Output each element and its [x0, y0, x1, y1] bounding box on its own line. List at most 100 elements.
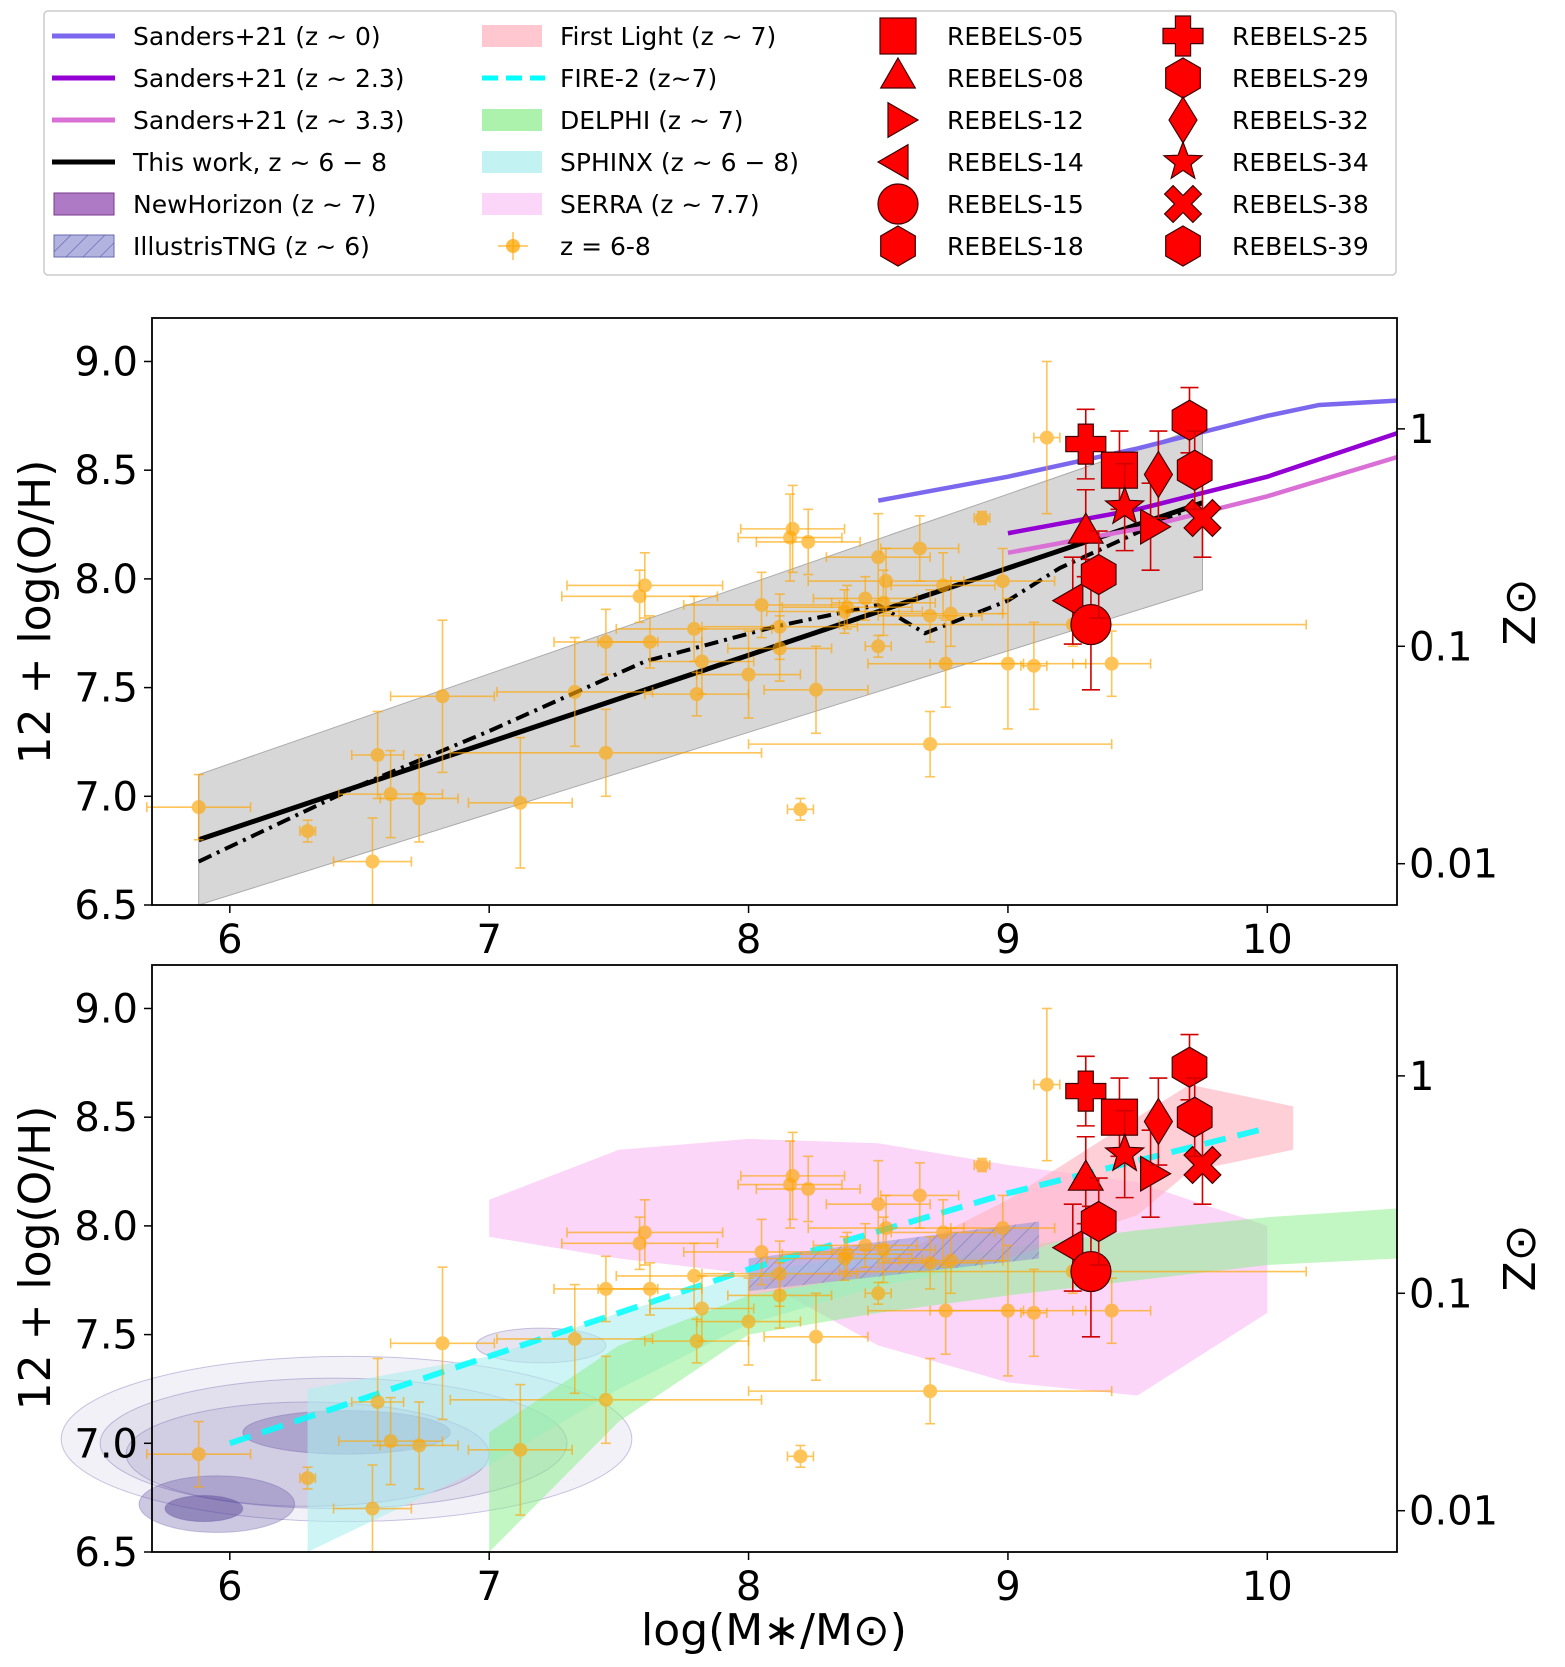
legend-swatch	[482, 193, 542, 215]
x-tick-label: 6	[217, 917, 242, 963]
literature-marker	[912, 1188, 927, 1203]
literature-point	[299, 819, 317, 843]
rebels-marker	[1065, 423, 1107, 465]
literature-point	[739, 484, 846, 574]
legend-swatch	[482, 25, 542, 47]
literature-marker	[793, 1449, 808, 1464]
legend-swatch	[482, 151, 542, 173]
legend-swatch	[53, 192, 115, 216]
literature-marker	[689, 1334, 704, 1349]
literature-point	[786, 797, 815, 822]
literature-point	[877, 1235, 983, 1290]
literature-point	[682, 571, 841, 639]
literature-marker	[1104, 1303, 1119, 1318]
legend-marker	[880, 225, 916, 267]
literature-point	[877, 588, 983, 643]
literature-point	[1033, 1007, 1061, 1162]
rebels-marker	[1171, 399, 1208, 441]
rebels-marker	[1080, 553, 1117, 596]
literature-point	[973, 510, 991, 526]
legend-swatch-hatch	[54, 235, 114, 257]
literature-marker	[772, 619, 787, 634]
literature-marker	[435, 689, 450, 704]
legend-swatch	[506, 239, 520, 253]
literature-marker	[871, 1197, 886, 1212]
rebels-point-rebels-39	[1176, 1077, 1213, 1158]
top-ylabel: 12 + log(O/H)	[10, 460, 61, 765]
literature-marker	[567, 684, 582, 699]
literature-point	[755, 1155, 861, 1223]
literature-marker	[1026, 658, 1041, 673]
legend-marker	[879, 17, 917, 55]
literature-marker	[858, 1238, 873, 1253]
literature-point	[825, 1159, 931, 1249]
literature-point	[812, 1222, 918, 1268]
literature-point	[695, 1277, 802, 1366]
y-tick-label: 8.5	[74, 1095, 138, 1141]
rebels-point-rebels-25	[1065, 1055, 1107, 1127]
literature-point	[332, 1464, 413, 1553]
legend-marker	[1162, 140, 1204, 180]
bottom-lines	[228, 1125, 1269, 1447]
rebels-point-rebels-05	[1100, 430, 1139, 511]
legend-label: REBELS-15	[947, 190, 1084, 219]
rebels-marker	[1051, 1229, 1084, 1267]
bottom-y2label: Z⊙	[1495, 1224, 1546, 1291]
literature-marker	[300, 824, 315, 839]
literature-point	[763, 645, 869, 735]
legend-label: First Light (z ~ 7)	[560, 22, 776, 51]
literature-point	[496, 636, 654, 748]
rebels-point-rebels-32	[1143, 430, 1174, 519]
literature-marker	[637, 1225, 652, 1240]
legend-label: SERRA (z ~ 7.7)	[560, 190, 760, 219]
literature-point	[880, 515, 960, 582]
literature-marker	[412, 1438, 427, 1453]
y2-tick-label: 0.1	[1409, 624, 1473, 670]
top-panel: 6 7 8 9 10 6.5 7.0 7.5 8.0 8.5 9.0 0.01 0.1 1 12 + lo…	[10, 317, 1546, 963]
literature-marker	[637, 578, 652, 593]
legend-label: REBELS-14	[947, 148, 1084, 177]
top-axes: 6 7 8 9 10 6.5 7.0 7.5 8.0 8.5 9.0 0.01 0.1 1	[74, 339, 1498, 963]
legend-label: REBELS-38	[1232, 190, 1369, 219]
literature-marker	[598, 1392, 613, 1407]
x-tick-label: 9	[995, 917, 1020, 963]
legend-swatch	[482, 109, 542, 131]
literature-marker	[365, 854, 380, 869]
literature-marker	[689, 687, 704, 702]
rebels-marker	[1171, 1046, 1208, 1088]
literature-marker	[923, 1384, 938, 1399]
x-tick-label: 10	[1242, 1564, 1293, 1610]
literature-point	[146, 1420, 252, 1488]
literature-marker	[370, 747, 385, 762]
legend-marker	[877, 183, 919, 225]
legend-label: Sanders+21 (z ~ 3.3)	[133, 106, 405, 135]
legend-marker	[876, 143, 909, 181]
x-tick-label: 10	[1242, 917, 1293, 963]
y-tick-label: 7.0	[74, 1421, 138, 1467]
legend: Sanders+21 (z ~ 0) Sanders+21 (z ~ 2.3) Sa…	[43, 10, 1397, 276]
literature-point	[1020, 1268, 1048, 1358]
rebels-point-rebels-14	[1051, 556, 1084, 645]
literature-marker	[513, 1442, 528, 1457]
literature-point	[379, 754, 459, 843]
literature-marker	[809, 1329, 823, 1344]
y2-tick-label: 0.01	[1409, 1489, 1498, 1535]
y-tick-label: 8.0	[74, 1204, 138, 1250]
literature-point	[747, 1357, 1113, 1425]
legend-label: FIRE-2 (z~7)	[560, 64, 717, 93]
rebels-point-rebels-25	[1065, 408, 1107, 480]
y2-tick-label: 1	[1409, 1054, 1434, 1100]
literature-point	[880, 1162, 960, 1229]
literature-point	[566, 551, 724, 619]
literature-point	[973, 1157, 991, 1173]
literature-point	[467, 1383, 573, 1516]
literature-marker	[840, 600, 855, 615]
y-tick-label: 6.5	[74, 883, 138, 929]
literature-point	[812, 575, 918, 621]
literature-point	[615, 1242, 773, 1310]
bottom-panel: 6 7 8 9 10 6.5 7.0 7.5 8.0 8.5 9.0 0.01 0.1 1 12 + lo…	[10, 964, 1546, 1656]
rebels-marker	[1080, 1200, 1117, 1243]
literature-marker	[383, 1434, 398, 1449]
literature-point	[350, 710, 405, 800]
literature-marker	[191, 800, 206, 815]
